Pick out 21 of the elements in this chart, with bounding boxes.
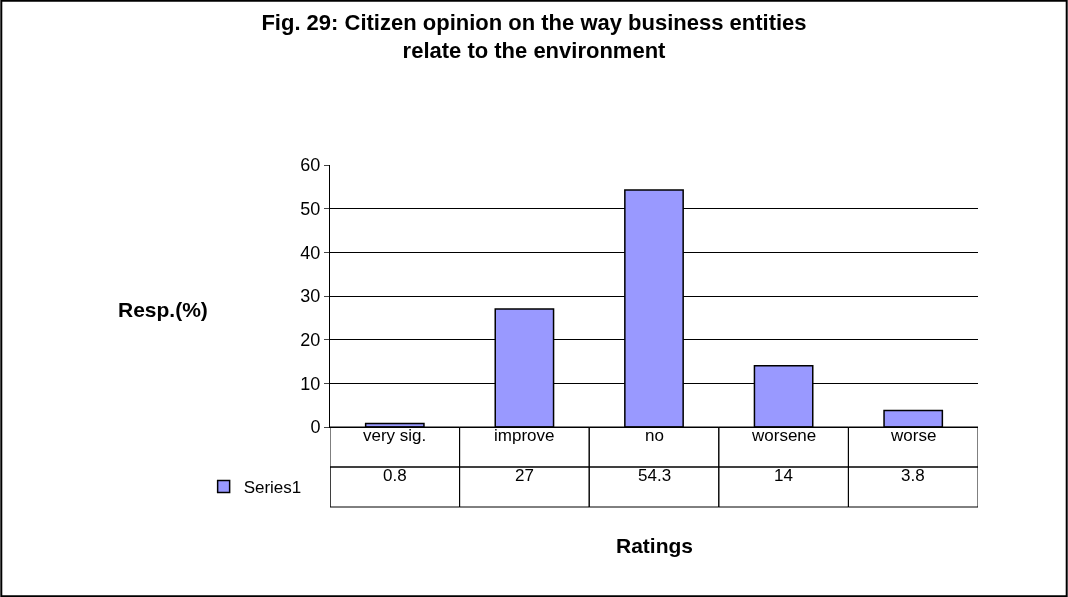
data-label: 54.3 xyxy=(638,466,672,485)
x-tick-label: worsene xyxy=(751,426,817,445)
x-tick-label: no xyxy=(645,426,664,445)
y-tick-label: 60 xyxy=(300,155,321,176)
x-axis-title: Ratings xyxy=(616,534,694,557)
chart-title: Fig. 29: Citizen opinion on the way business entities relate to the environment xyxy=(261,9,807,64)
y-tick-label: 20 xyxy=(300,329,321,350)
y-tick-label: 0 xyxy=(310,417,321,438)
y-tick-label: 10 xyxy=(300,373,321,394)
y-axis-title: Resp.(%) xyxy=(118,298,208,321)
x-tick-label: worse xyxy=(890,426,937,445)
y-tick-label: 50 xyxy=(300,198,321,219)
data-label: 3.8 xyxy=(901,466,925,485)
data-label: 0.8 xyxy=(383,466,407,485)
x-tick-label: very sig. xyxy=(363,426,427,445)
y-tick-label: 30 xyxy=(300,286,321,307)
x-tick-label: improve xyxy=(494,426,555,445)
legend-label: Series1 xyxy=(243,478,302,498)
data-label: 27 xyxy=(515,466,534,485)
y-tick-label: 40 xyxy=(300,242,321,263)
data-label: 14 xyxy=(774,466,793,485)
